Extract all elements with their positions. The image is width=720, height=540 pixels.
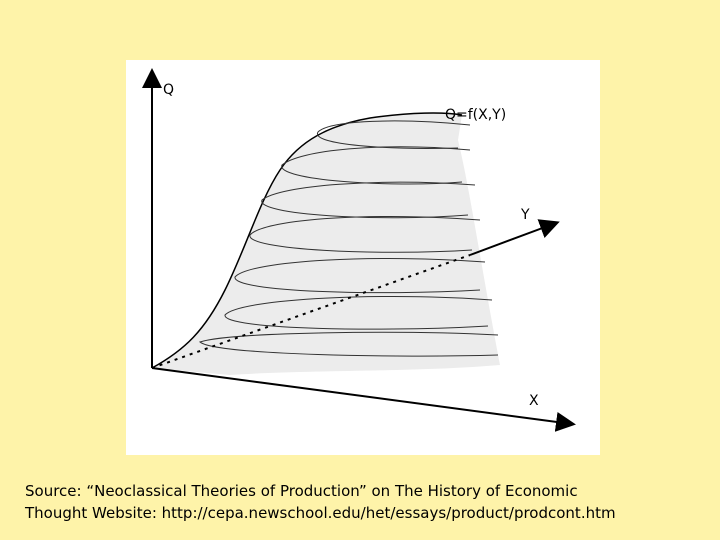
q-label: Q [163, 82, 174, 98]
y-axis-hidden [151, 254, 471, 369]
function-label: Q=f(X,Y) [445, 107, 506, 123]
y-label: Y [520, 207, 530, 223]
surface [151, 112, 500, 376]
source-line: Thought Website: http://cepa.newschool.e… [24, 504, 616, 522]
y-axis [469, 219, 560, 256]
x-label: X [529, 393, 539, 409]
source-line: Source: “Neoclassical Theories of Produc… [25, 482, 578, 500]
x-axis [151, 367, 576, 432]
